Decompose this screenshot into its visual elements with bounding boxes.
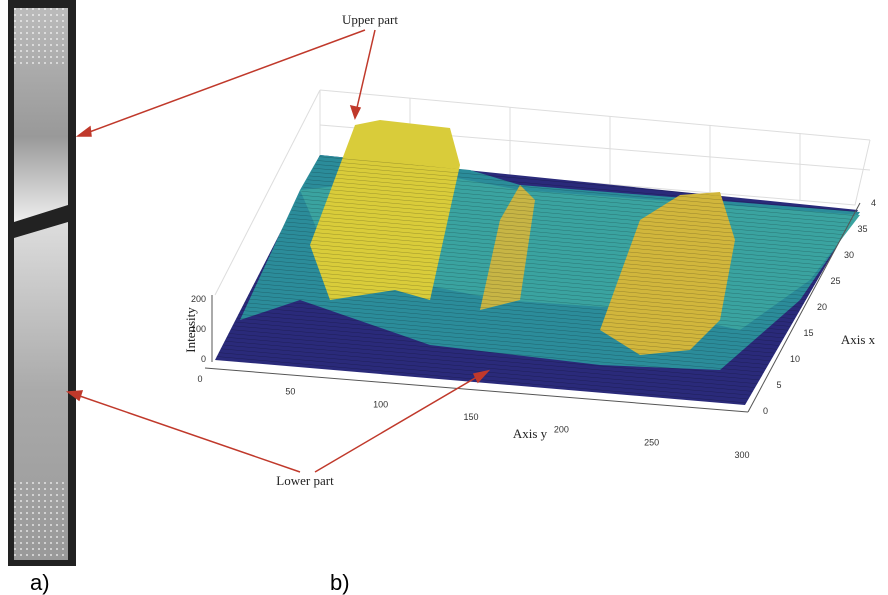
- x-tick-label: 4: [871, 198, 876, 208]
- y-axis-line: [204, 367, 749, 413]
- x-tick-label: 30: [844, 250, 854, 260]
- y-axis-title: Axis y: [513, 426, 548, 441]
- x-tick-label: 0: [763, 406, 768, 416]
- arrow-head: [472, 369, 491, 384]
- lower-part-label: Lower part: [276, 473, 334, 488]
- grid-line: [214, 89, 321, 296]
- y-tick-label: 0: [197, 374, 202, 384]
- z-tick-label: 200: [191, 294, 206, 304]
- x-tick-label: 5: [777, 380, 782, 390]
- panel-b-label: b): [330, 570, 350, 595]
- z-tick-label: 100: [191, 324, 206, 334]
- arrow: [73, 393, 301, 473]
- arrow: [83, 29, 366, 135]
- x-tick-label: 10: [790, 354, 800, 364]
- x-tick-label: 15: [804, 328, 814, 338]
- upper-part-label: Upper part: [342, 12, 398, 27]
- upper-perforation: [14, 8, 68, 68]
- arrow-head: [75, 125, 92, 137]
- y-tick-label: 50: [285, 387, 295, 397]
- x-axis-title: Axis x: [841, 332, 876, 347]
- tick-labels: 0 100 200 0 50 100 150 200 250 300 0 5 10 15 20 25 30 35 4: [191, 198, 876, 460]
- x-tick-label: 35: [858, 224, 868, 234]
- arrow-head: [65, 390, 84, 402]
- lower-segment: [14, 222, 68, 560]
- panel-a-label: a): [30, 570, 50, 595]
- sample-photo: [8, 0, 76, 566]
- x-tick-label: 20: [817, 302, 827, 312]
- x-axis-line: [747, 202, 861, 413]
- axes: [204, 202, 861, 413]
- y-tick-label: 200: [554, 425, 569, 435]
- z-axis-title: Intensity: [183, 307, 198, 353]
- arrow: [355, 29, 376, 113]
- z-tick-label: 0: [201, 354, 206, 364]
- lower-perforation: [14, 480, 68, 560]
- y-tick-label: 100: [373, 399, 388, 409]
- surface: [215, 120, 860, 405]
- grid-line: [319, 89, 871, 141]
- surface-mesh: [215, 155, 858, 405]
- y-tick-label: 250: [644, 437, 659, 447]
- arrow-head: [349, 104, 362, 120]
- y-tick-label: 300: [734, 450, 749, 460]
- x-tick-label: 25: [831, 276, 841, 286]
- arrows: [65, 29, 491, 473]
- arrow: [314, 373, 483, 473]
- y-tick-label: 150: [463, 412, 478, 422]
